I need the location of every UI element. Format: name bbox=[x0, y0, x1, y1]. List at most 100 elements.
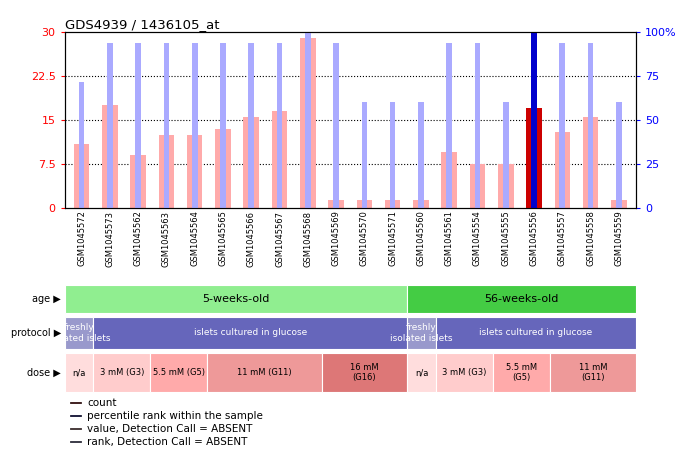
Bar bbox=[65, 285, 407, 313]
Text: GSM1045555: GSM1045555 bbox=[501, 211, 510, 266]
Text: GSM1045569: GSM1045569 bbox=[332, 211, 341, 266]
Bar bbox=[65, 317, 93, 349]
Text: GSM1045563: GSM1045563 bbox=[162, 211, 171, 266]
Bar bbox=[560, 43, 565, 208]
Bar bbox=[407, 285, 636, 313]
Bar bbox=[272, 111, 287, 208]
Bar bbox=[305, 0, 311, 208]
Text: GSM1045572: GSM1045572 bbox=[77, 211, 86, 266]
Text: n/a: n/a bbox=[72, 368, 86, 377]
Bar bbox=[215, 129, 231, 208]
Text: GSM1045568: GSM1045568 bbox=[303, 211, 312, 266]
Bar bbox=[243, 117, 259, 208]
Bar bbox=[248, 43, 254, 208]
Text: GSM1045567: GSM1045567 bbox=[275, 211, 284, 266]
Bar bbox=[187, 135, 203, 208]
Bar bbox=[93, 317, 407, 349]
Text: GSM1045561: GSM1045561 bbox=[445, 211, 454, 266]
Bar bbox=[131, 155, 146, 208]
Bar bbox=[102, 105, 118, 208]
Bar bbox=[588, 43, 594, 208]
Bar bbox=[407, 353, 436, 392]
Bar bbox=[583, 117, 598, 208]
Text: rank, Detection Call = ABSENT: rank, Detection Call = ABSENT bbox=[88, 437, 248, 447]
Bar bbox=[616, 102, 622, 208]
Bar bbox=[475, 43, 480, 208]
Bar bbox=[107, 43, 113, 208]
Bar bbox=[70, 402, 81, 403]
Bar bbox=[93, 353, 150, 392]
Text: age ▶: age ▶ bbox=[33, 294, 61, 304]
Text: 5.5 mM (G5): 5.5 mM (G5) bbox=[153, 368, 205, 377]
Text: GSM1045562: GSM1045562 bbox=[134, 211, 143, 266]
Text: value, Detection Call = ABSENT: value, Detection Call = ABSENT bbox=[88, 424, 253, 434]
Text: 16 mM
(G16): 16 mM (G16) bbox=[350, 363, 379, 382]
Bar bbox=[333, 43, 339, 208]
Bar bbox=[554, 132, 570, 208]
Text: freshly
isolated islets: freshly isolated islets bbox=[48, 323, 110, 342]
Text: 56-weeks-old: 56-weeks-old bbox=[484, 294, 559, 304]
Text: 3 mM (G3): 3 mM (G3) bbox=[99, 368, 144, 377]
Bar bbox=[79, 82, 84, 208]
Text: GSM1045573: GSM1045573 bbox=[105, 211, 114, 266]
Text: GSM1045565: GSM1045565 bbox=[218, 211, 227, 266]
Bar bbox=[74, 144, 89, 208]
Text: 11 mM
(G11): 11 mM (G11) bbox=[579, 363, 607, 382]
Bar bbox=[164, 43, 169, 208]
Text: GSM1045556: GSM1045556 bbox=[530, 211, 539, 266]
Bar bbox=[70, 442, 81, 443]
Text: GSM1045570: GSM1045570 bbox=[360, 211, 369, 266]
Bar bbox=[413, 199, 428, 208]
Text: 11 mM (G11): 11 mM (G11) bbox=[237, 368, 292, 377]
Text: freshly
isolated islets: freshly isolated islets bbox=[390, 323, 453, 342]
Bar bbox=[220, 43, 226, 208]
Text: GSM1045566: GSM1045566 bbox=[247, 211, 256, 266]
Bar bbox=[322, 353, 407, 392]
Bar bbox=[300, 38, 316, 208]
Text: GSM1045559: GSM1045559 bbox=[614, 211, 624, 266]
Bar bbox=[493, 353, 550, 392]
Bar bbox=[158, 135, 174, 208]
Bar bbox=[362, 102, 367, 208]
Bar bbox=[407, 317, 436, 349]
Bar bbox=[436, 353, 493, 392]
Text: GSM1045558: GSM1045558 bbox=[586, 211, 595, 266]
Bar bbox=[390, 102, 396, 208]
Bar bbox=[356, 199, 372, 208]
Text: GSM1045564: GSM1045564 bbox=[190, 211, 199, 266]
Text: islets cultured in glucose: islets cultured in glucose bbox=[194, 328, 307, 337]
Text: GSM1045571: GSM1045571 bbox=[388, 211, 397, 266]
Bar bbox=[611, 199, 626, 208]
Bar bbox=[446, 43, 452, 208]
Text: dose ▶: dose ▶ bbox=[27, 367, 61, 378]
Text: GSM1045557: GSM1045557 bbox=[558, 211, 566, 266]
Bar bbox=[135, 43, 141, 208]
Text: GSM1045554: GSM1045554 bbox=[473, 211, 482, 266]
Bar bbox=[498, 164, 513, 208]
Bar bbox=[436, 317, 636, 349]
Bar bbox=[550, 353, 636, 392]
Bar bbox=[192, 43, 197, 208]
Bar bbox=[470, 164, 486, 208]
Bar bbox=[70, 415, 81, 416]
Bar bbox=[526, 108, 542, 208]
Text: 5-weeks-old: 5-weeks-old bbox=[202, 294, 270, 304]
Bar bbox=[503, 102, 509, 208]
Bar bbox=[531, 14, 537, 208]
Text: count: count bbox=[88, 398, 117, 408]
Bar bbox=[65, 353, 93, 392]
Bar bbox=[277, 43, 282, 208]
Bar bbox=[385, 199, 401, 208]
Text: 3 mM (G3): 3 mM (G3) bbox=[442, 368, 487, 377]
Bar bbox=[328, 199, 344, 208]
Bar bbox=[207, 353, 322, 392]
Text: protocol ▶: protocol ▶ bbox=[11, 328, 61, 338]
Text: percentile rank within the sample: percentile rank within the sample bbox=[88, 411, 263, 421]
Text: islets cultured in glucose: islets cultured in glucose bbox=[479, 328, 592, 337]
Text: n/a: n/a bbox=[415, 368, 428, 377]
Text: GDS4939 / 1436105_at: GDS4939 / 1436105_at bbox=[65, 18, 219, 30]
Bar bbox=[418, 102, 424, 208]
Text: 5.5 mM
(G5): 5.5 mM (G5) bbox=[506, 363, 537, 382]
Text: GSM1045560: GSM1045560 bbox=[416, 211, 426, 266]
Bar bbox=[150, 353, 207, 392]
